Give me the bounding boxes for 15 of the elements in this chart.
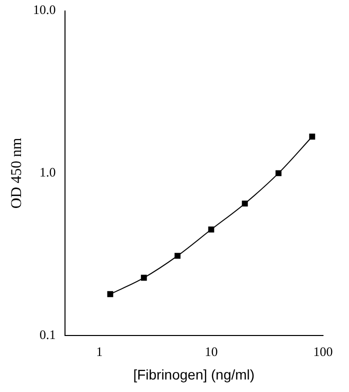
point (174, 252, 181, 259)
point (107, 291, 114, 298)
point (242, 200, 248, 207)
point (276, 170, 282, 176)
y-tick-label: 10.0 (33, 2, 56, 18)
x-tick-label: 1 (96, 344, 103, 359)
x-tick-label: 10 (204, 344, 218, 359)
point (208, 226, 214, 232)
point (309, 134, 316, 140)
x-tick-label: 100 (313, 344, 333, 359)
y-tick-label: 1.0 (40, 164, 56, 180)
point (140, 274, 147, 281)
y-tick-label: 0.1 (40, 327, 56, 342)
y-axis-title: OD 450 nm (8, 137, 25, 209)
x-axis-title: [Fibrinogen] (ng/ml) (133, 366, 255, 382)
